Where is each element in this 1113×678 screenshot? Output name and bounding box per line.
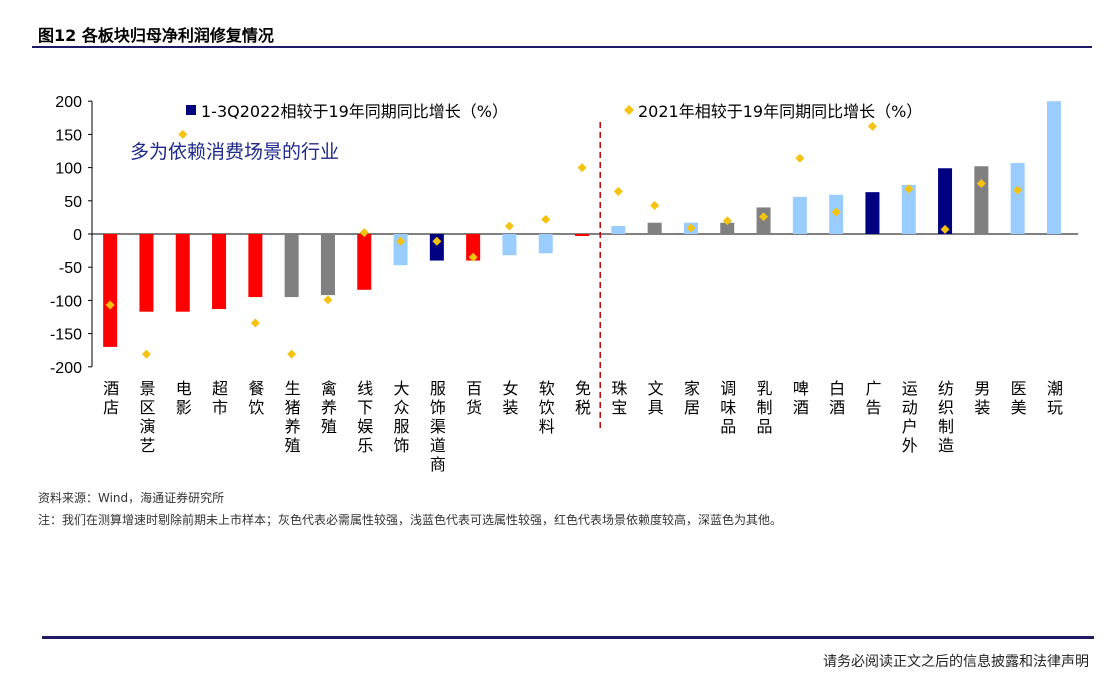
marker-17 [722, 216, 732, 226]
x-tick-label: 男装 [974, 379, 990, 417]
x-tick-label: 啤酒 [793, 379, 809, 417]
x-tick-label: 免税 [575, 379, 591, 417]
x-tick-label: 广告 [865, 379, 881, 417]
x-tick-label: 乳制品 [757, 379, 773, 436]
source-note: 资料来源：Wind，海通证券研究所 [38, 491, 225, 505]
x-tick-label: 百货 [466, 379, 482, 417]
y-tick-label: -100 [50, 293, 82, 310]
bar-1 [139, 234, 154, 312]
x-tick-label: 白酒 [829, 379, 845, 417]
x-tick-label: 景区演艺 [139, 379, 155, 455]
marker-1 [141, 349, 151, 359]
bar-10 [466, 234, 481, 261]
marker-2 [178, 129, 188, 139]
x-tick-label: 珠宝 [611, 379, 627, 417]
bar-chart: -200 -150 -100 -50 0 50 100 150 200 酒店 景区演艺 电影超市餐饮… [50, 94, 1079, 474]
bar-21 [865, 192, 880, 234]
chart-annotation: 多为依赖消费场景的行业 [130, 141, 339, 163]
bar-23 [938, 168, 953, 234]
legend-label-marker: 2021年相较于19年同期同比增长（%） [638, 102, 922, 121]
bar-7 [357, 234, 372, 290]
x-tick-label: 电影 [176, 379, 192, 417]
bar-3 [212, 234, 227, 310]
y-tick-label: 150 [55, 127, 82, 144]
marker-6 [323, 295, 333, 305]
marker-22 [904, 184, 914, 194]
marker-13 [577, 163, 587, 173]
x-tick-label: 超市 [212, 379, 228, 417]
x-tick-label: 服饰渠道商 [430, 379, 446, 474]
x-tick-label: 酒店 [103, 379, 119, 417]
marker-9 [432, 236, 442, 246]
x-tick-label: 文具 [648, 379, 664, 417]
x-tick-label: 大众服饰 [394, 379, 410, 455]
footnote: 注：我们在测算增速时剔除前期未上市样本；灰色代表必需属性较强，浅蓝色代表可选属性… [38, 513, 783, 527]
bar-4 [248, 234, 263, 298]
marker-4 [250, 318, 260, 328]
marker-23 [940, 224, 950, 234]
bar-17 [720, 222, 735, 234]
marker-14 [613, 187, 623, 197]
bar-26 [1046, 101, 1061, 234]
y-tick-label: 0 [73, 227, 82, 244]
chart-legend: 1-3Q2022相较于19年同期同比增长（%） 2021年相较于19年同期同比增长… [186, 102, 922, 121]
chart-bars [103, 101, 1061, 347]
bar-25 [1010, 162, 1025, 234]
x-tick-label: 餐饮 [248, 379, 264, 417]
marker-15 [650, 200, 660, 210]
legend-swatch-marker [624, 105, 634, 115]
chart-markers [105, 121, 1023, 359]
x-tick-label: 线下娱乐 [357, 379, 373, 455]
bar-19 [792, 196, 807, 234]
marker-16 [686, 223, 696, 233]
y-tick-label: 100 [55, 161, 82, 178]
bar-2 [175, 234, 190, 312]
y-tick-label: 200 [55, 94, 82, 111]
bar-24 [974, 166, 989, 234]
x-tick-label: 调味品 [720, 379, 736, 436]
marker-10 [468, 252, 478, 262]
bar-14 [611, 226, 626, 234]
x-tick-label: 家居 [684, 379, 700, 417]
x-tick-label: 医美 [1011, 379, 1027, 417]
x-tick-label: 禽养殖 [321, 379, 337, 436]
x-tick-label: 运动户外 [902, 379, 918, 455]
marker-7 [359, 228, 369, 238]
title-rule [32, 46, 1092, 48]
y-tick-label: -50 [59, 260, 82, 277]
marker-24 [976, 179, 986, 189]
marker-21 [867, 121, 877, 131]
x-tick-label: 纺织制造 [938, 379, 954, 455]
x-tick-label: 潮玩 [1047, 379, 1063, 417]
bar-0 [103, 234, 118, 347]
marker-19 [795, 153, 805, 163]
x-tick-label: 软饮料 [539, 379, 555, 436]
bar-5 [284, 234, 299, 298]
footer-rule [42, 636, 1094, 639]
bar-13 [575, 234, 590, 236]
bar-22 [901, 184, 916, 234]
marker-12 [541, 214, 551, 224]
legend-swatch-bar [186, 105, 196, 115]
marker-0 [105, 300, 115, 310]
x-tick-label: 生猪养殖 [285, 379, 301, 455]
y-tick-label: 50 [64, 194, 82, 211]
marker-11 [504, 221, 514, 231]
y-tick-label: -200 [50, 360, 82, 377]
bar-11 [502, 234, 517, 256]
bar-6 [320, 234, 335, 296]
marker-18 [759, 212, 769, 222]
bar-12 [538, 234, 553, 254]
y-tick-label: -150 [50, 327, 82, 344]
x-tick-label: 女装 [502, 379, 518, 417]
legend-label-bar: 1-3Q2022相较于19年同期同比增长（%） [201, 102, 508, 121]
disclaimer-footer: 请务必阅读正文之后的信息披露和法律声明 [823, 654, 1089, 670]
bar-15 [647, 222, 662, 234]
figure-title: 图12 各板块归母净利润修复情况 [38, 26, 274, 45]
marker-5 [287, 349, 297, 359]
marker-20 [831, 207, 841, 217]
marker-8 [396, 236, 406, 246]
marker-25 [1013, 185, 1023, 195]
